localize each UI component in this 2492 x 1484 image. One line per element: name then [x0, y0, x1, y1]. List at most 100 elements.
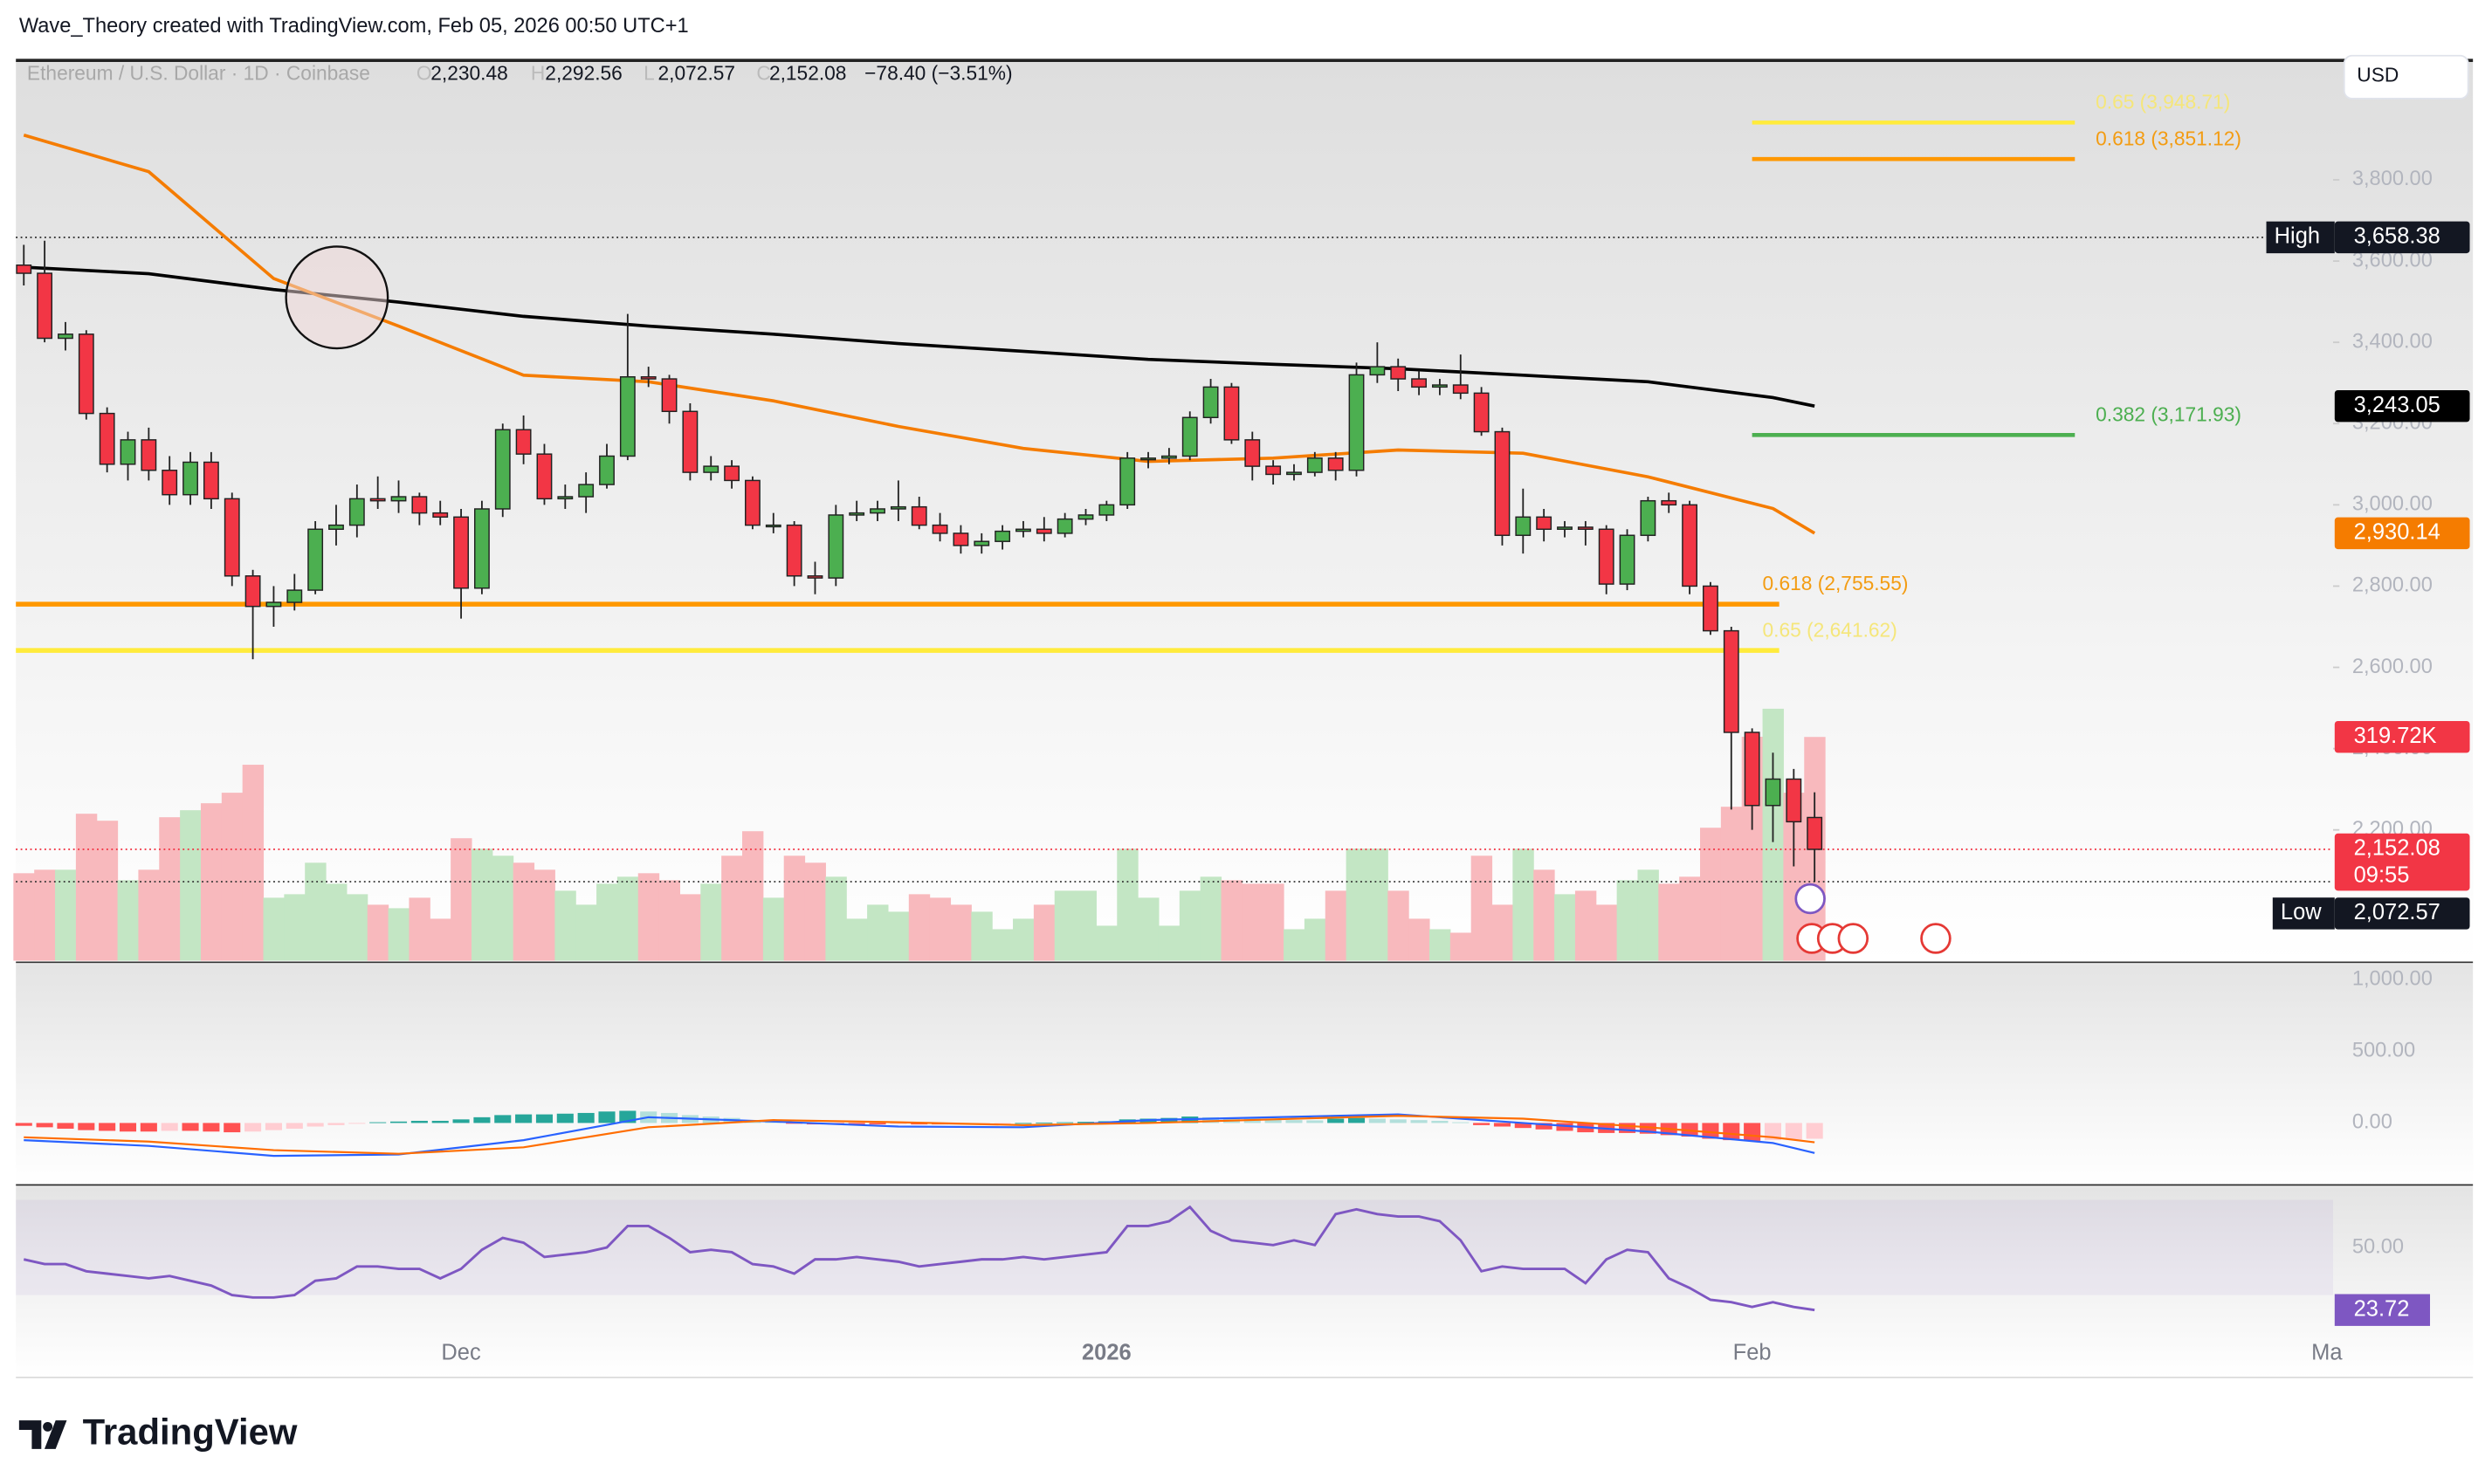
- macd-histogram-bar: [1347, 1117, 1366, 1123]
- macd-histogram-bar: [1473, 1123, 1490, 1125]
- volume-bar: [1387, 890, 1409, 961]
- currency-button[interactable]: [2343, 54, 2469, 100]
- volume-bar: [263, 897, 285, 961]
- legend-open: 2,230.48: [430, 62, 508, 85]
- volume-bar: [159, 817, 181, 961]
- candle-body: [37, 272, 53, 340]
- macd-histogram-bar: [1306, 1120, 1324, 1123]
- candle-body: [432, 512, 449, 519]
- price-badge: [2334, 720, 2470, 753]
- volume-bar: [34, 869, 56, 961]
- macd-histogram-bar: [598, 1111, 616, 1123]
- volume-bar: [1263, 883, 1284, 961]
- macd-histogram-bar: [869, 1123, 886, 1125]
- candle-body: [16, 265, 32, 274]
- candle-body: [536, 453, 553, 500]
- countdown: 09:55: [2354, 863, 2410, 888]
- candle-body: [244, 575, 261, 608]
- rsi-band: [16, 1199, 2333, 1295]
- macd-histogram-bar: [1535, 1123, 1552, 1130]
- macd-histogram-bar: [556, 1113, 574, 1123]
- volume-bar: [305, 862, 327, 961]
- price-badge: [2334, 221, 2470, 254]
- y-tick-label: 3,000.00: [2352, 493, 2433, 516]
- logo: [18, 1420, 67, 1449]
- volume-bar: [451, 838, 472, 961]
- candle-body: [1536, 516, 1552, 530]
- macd-histogram-bar: [78, 1123, 95, 1130]
- candle-body: [453, 516, 469, 589]
- macd-histogram-bar: [1556, 1123, 1573, 1131]
- candle-body: [265, 601, 282, 608]
- volume-bar: [1512, 848, 1534, 961]
- volume-bar: [762, 897, 785, 961]
- candle-body: [911, 505, 927, 526]
- lightning-icon[interactable]: [1794, 883, 1826, 915]
- x-tick-label: 2026: [1082, 1340, 1132, 1364]
- price-badge: [2334, 833, 2470, 891]
- price-badge-label: 2,072.57: [2354, 900, 2440, 924]
- event-icons: [1794, 883, 1952, 954]
- macd-histogram-bar: [15, 1123, 32, 1126]
- price-badge-label: 3,658.38: [2354, 224, 2440, 249]
- price-badge: [2334, 517, 2470, 550]
- volume-bar: [1679, 876, 1701, 961]
- macd-histogram-bar: [848, 1123, 865, 1125]
- fib-label: 0.65 (2,641.62): [1763, 618, 1897, 641]
- macd-pane: [16, 964, 2474, 1185]
- signal-line: [24, 1115, 1815, 1155]
- flag-icon[interactable]: [1920, 923, 1952, 954]
- volume-bar: [409, 897, 430, 961]
- macd-histogram-bar: [494, 1115, 512, 1123]
- candle-body: [1577, 526, 1594, 530]
- flag-icon[interactable]: [1837, 923, 1869, 954]
- y-tick-label: 3,400.00: [2352, 330, 2433, 353]
- macd-histogram-bar: [99, 1123, 116, 1131]
- macd-histogram-bar: [244, 1123, 262, 1132]
- candle-body: [1807, 816, 1823, 850]
- brand: TradingView: [83, 1412, 298, 1453]
- volume-bar: [430, 918, 451, 961]
- candle-body: [1140, 457, 1156, 461]
- price-badge-label: 2,930.14: [2354, 520, 2440, 545]
- macd-histogram-bar: [1285, 1120, 1303, 1123]
- volume-bar: [554, 890, 576, 961]
- candle-body: [661, 378, 678, 413]
- volume-bar: [117, 880, 139, 961]
- volume-bar: [534, 869, 555, 961]
- macd-histogram-bar: [1202, 1116, 1220, 1123]
- rsi-pane: [16, 1186, 2474, 1378]
- volume-bar: [1054, 890, 1077, 961]
- price-badge-label: 319.72K: [2354, 724, 2437, 748]
- legend-key: O: [416, 62, 432, 85]
- volume-bar: [700, 883, 722, 961]
- x-tick-label: Ma: [2311, 1340, 2343, 1364]
- candle-body: [849, 512, 865, 516]
- candle-body: [1765, 778, 1781, 807]
- macd-histogram-bar: [452, 1119, 470, 1123]
- candle-body: [1390, 366, 1407, 380]
- volume-bar: [1637, 869, 1659, 961]
- volume-bar: [971, 911, 993, 961]
- candle-body: [1598, 528, 1614, 585]
- volume-bar: [326, 883, 348, 961]
- candle-body: [1077, 514, 1094, 520]
- volume-bar: [1346, 848, 1367, 961]
- currency-label[interactable]: USD: [2357, 63, 2399, 86]
- volume-bar: [1533, 869, 1555, 961]
- volume-bar: [492, 855, 514, 961]
- macd-histogram-bar: [327, 1123, 345, 1125]
- volume-bar: [1200, 876, 1222, 961]
- volume-bar: [1179, 890, 1201, 961]
- candle-body: [786, 524, 802, 577]
- volume-bar: [721, 855, 743, 961]
- candle-body: [307, 528, 324, 591]
- candle-body: [640, 375, 657, 380]
- candle-body: [1494, 430, 1511, 536]
- candle-body: [390, 496, 407, 502]
- rsi-badge-label: 23.72: [2354, 1296, 2410, 1321]
- macd-histogram-bar: [119, 1123, 137, 1132]
- macd-histogram-bar: [410, 1120, 428, 1123]
- volume-bar: [1616, 880, 1639, 961]
